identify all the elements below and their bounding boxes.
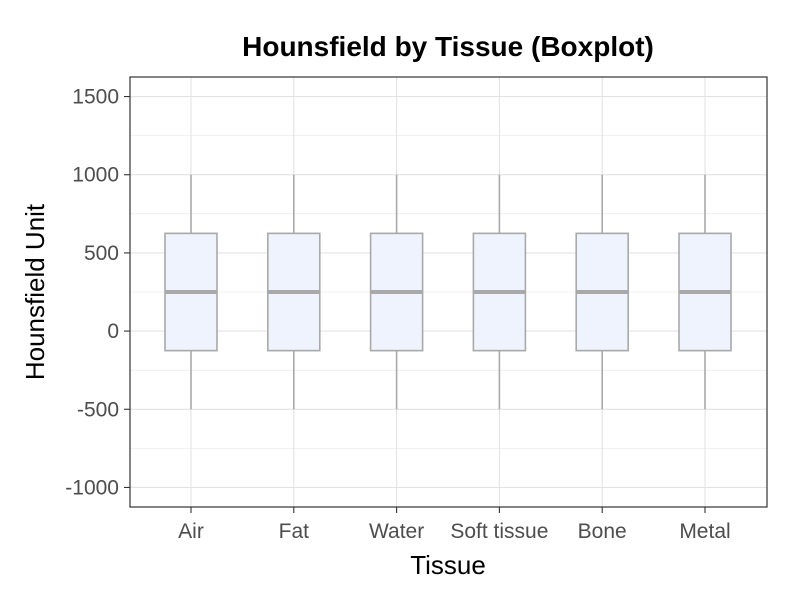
x-tick-label: Air <box>178 520 204 543</box>
y-tick-label: -500 <box>77 398 119 421</box>
y-axis: -1000 -500 0 500 1000 1500 <box>65 86 130 499</box>
x-tick-label: Soft tissue <box>450 520 548 543</box>
box-air <box>164 174 218 410</box>
minor-gridlines <box>130 135 767 449</box>
box-metal <box>678 174 732 410</box>
box-water <box>369 174 424 410</box>
x-tick-label: Metal <box>679 520 730 543</box>
x-tick-label: Bone <box>578 520 627 543</box>
x-axis: Air Fat Water Soft tissue Bone Metal <box>178 507 731 543</box>
box-bone <box>575 174 630 410</box>
y-tick-label: 1500 <box>72 86 119 109</box>
panel-border <box>129 76 768 508</box>
x-axis-title: Tissue <box>410 550 486 580</box>
y-tick-label: 0 <box>107 320 119 343</box>
boxes <box>164 174 732 410</box>
box-soft-tissue <box>472 174 527 410</box>
chart-title: Hounsfield by Tissue (Boxplot) <box>242 31 654 62</box>
box-fat <box>266 174 321 410</box>
y-tick-label: 500 <box>84 242 119 265</box>
y-tick-label: 1000 <box>72 164 119 187</box>
y-axis-title: Hounsfield Unit <box>20 203 50 380</box>
x-tick-label: Fat <box>279 520 310 543</box>
x-tick-label: Water <box>369 520 424 543</box>
y-tick-label: -1000 <box>65 476 119 499</box>
